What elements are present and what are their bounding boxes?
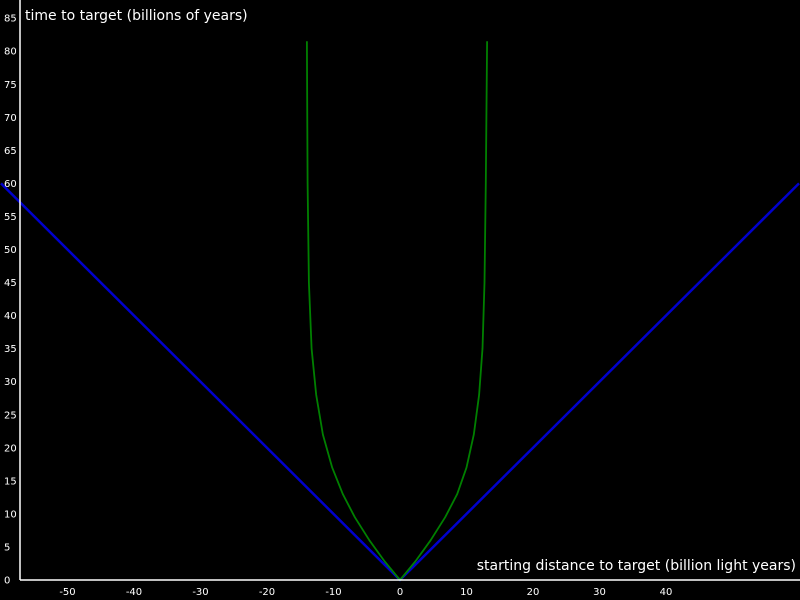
y-tick-label: 80 [4,47,17,58]
axis-layer [19,0,800,581]
y-tick-label: 70 [4,113,17,124]
y-tick-label: 45 [4,278,17,289]
y-tick-label: 20 [4,443,17,454]
x-tick-label: 10 [460,587,473,598]
label-layer: -50 -40 -30 -20 -10 0 10 20 30 40 0 5 10 15 20 25 30 35 40… [4,14,672,598]
y-tick-label: 10 [4,509,17,520]
y-axis-title: time to target (billions of years) [25,8,248,24]
x-tick-label: 0 [397,587,403,598]
y-tick-label: 25 [4,410,17,421]
x-tick-label: -50 [59,587,75,598]
y-tick-label: 65 [4,146,17,157]
y-tick-label: 0 [4,576,10,587]
y-tick-label: 55 [4,212,17,223]
x-tick-label: 40 [660,587,673,598]
y-tick-label: 35 [4,344,17,355]
series-line-2 [306,41,488,581]
y-tick-label: 75 [4,80,17,91]
x-tick-label: 30 [593,587,606,598]
y-tick-label: 30 [4,377,17,388]
x-tick-label: 20 [527,587,540,598]
x-tick-label: -20 [259,587,275,598]
x-axis-title: starting distance to target (billion lig… [477,558,796,574]
x-tick-label: -10 [325,587,341,598]
x-tick-label: -40 [126,587,142,598]
y-tick-label: 5 [4,542,10,553]
y-tick-label: 40 [4,311,17,322]
series-line-1 [0,182,800,582]
x-tick-label: -30 [192,587,208,598]
y-tick-label: 85 [4,14,17,25]
y-tick-label: 15 [4,476,17,487]
y-tick-label: 60 [4,179,17,190]
series-layer [0,41,800,582]
y-tick-label: 50 [4,245,17,256]
